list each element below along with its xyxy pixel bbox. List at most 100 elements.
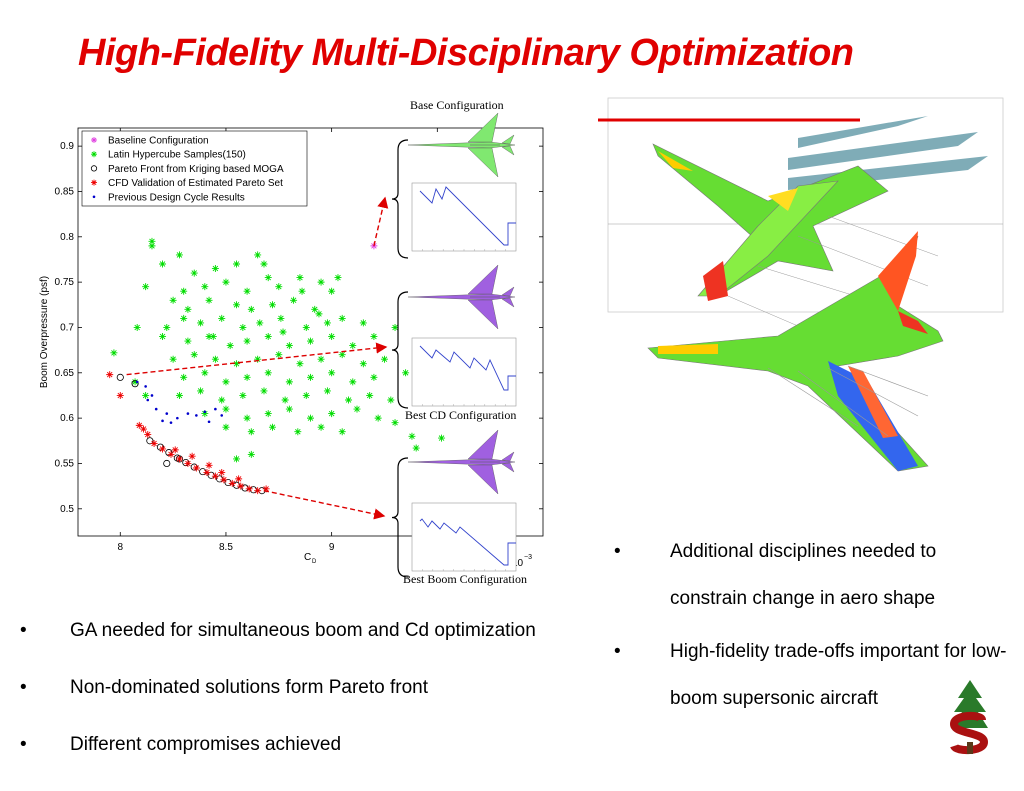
data-point <box>315 310 323 318</box>
right-bullet-list: • Additional disciplines needed to constr… <box>614 528 1014 728</box>
data-point <box>192 464 200 472</box>
data-point <box>159 333 167 341</box>
data-point <box>201 410 209 418</box>
data-point <box>307 337 314 345</box>
data-point <box>438 434 446 442</box>
data-point <box>197 319 205 327</box>
data-point <box>150 394 154 397</box>
data-point <box>142 391 150 399</box>
data-point <box>220 476 228 484</box>
data-point <box>334 274 342 282</box>
curly-brace <box>391 457 409 578</box>
data-point <box>239 391 247 399</box>
data-point <box>264 410 272 418</box>
legend-box <box>81 130 308 207</box>
data-point <box>150 440 158 448</box>
data-point <box>184 459 192 467</box>
data-point <box>186 412 190 415</box>
data-point <box>328 287 336 295</box>
data-point <box>180 314 188 322</box>
data-point <box>247 428 255 436</box>
data-point <box>106 371 114 379</box>
data-point <box>323 319 331 327</box>
legend-entry: Previous Design Cycle Results <box>108 192 245 203</box>
data-point <box>317 278 325 286</box>
data-point <box>131 380 139 388</box>
curly-brace <box>391 291 409 409</box>
data-point <box>116 373 124 381</box>
data-point <box>90 165 98 172</box>
data-point <box>338 314 346 322</box>
legend-entry: Latin Hypercube Samples(150) <box>108 150 246 161</box>
data-point <box>359 360 367 368</box>
data-point <box>268 301 276 309</box>
data-point <box>260 260 268 268</box>
svg-text:D: D <box>312 559 317 565</box>
data-point <box>338 428 346 436</box>
legend-entry: Pareto Front from Kriging based MOGA <box>108 164 284 175</box>
data-point <box>233 301 241 309</box>
page-title: High-Fidelity Multi-Disciplinary Optimiz… <box>78 32 854 74</box>
data-point <box>214 407 217 411</box>
data-point <box>235 475 243 483</box>
data-point <box>307 414 314 422</box>
data-point <box>222 278 230 286</box>
data-point <box>203 410 207 414</box>
y-tick-label: 0.7 <box>60 322 74 333</box>
data-point <box>275 283 283 291</box>
data-point <box>190 269 198 277</box>
list-item: • Additional disciplines needed to constr… <box>614 541 937 609</box>
data-point <box>366 391 374 399</box>
x-tick-label: 8 <box>117 542 123 553</box>
data-point <box>243 373 251 381</box>
data-point <box>247 450 255 458</box>
data-point <box>218 396 226 404</box>
data-point <box>298 287 306 295</box>
data-point <box>131 378 139 386</box>
data-point <box>209 333 217 341</box>
data-point <box>256 319 264 327</box>
data-point <box>302 391 310 399</box>
data-point <box>203 469 211 477</box>
data-point <box>233 360 241 368</box>
data-point <box>211 265 219 273</box>
pressure-signature-icon <box>411 182 517 252</box>
data-point <box>285 405 293 413</box>
data-point <box>408 432 416 440</box>
data-point <box>353 405 361 413</box>
data-point <box>254 251 262 259</box>
data-point <box>148 237 156 245</box>
data-point <box>180 373 188 381</box>
data-point <box>205 461 213 469</box>
data-point <box>92 195 96 199</box>
data-point <box>176 416 179 420</box>
legend: Baseline Configuration Latin Hypercube Sa… <box>81 130 308 207</box>
data-point <box>175 455 183 463</box>
data-point <box>370 373 378 381</box>
data-point <box>294 428 302 436</box>
data-point <box>349 378 357 386</box>
curly-brace <box>391 139 409 259</box>
y-tick-label: 0.85 <box>55 186 75 197</box>
data-point <box>222 405 230 413</box>
data-point <box>370 242 378 250</box>
data-point <box>228 479 236 487</box>
data-point <box>268 423 276 431</box>
data-point <box>135 380 139 384</box>
svg-text:C: C <box>304 552 311 563</box>
data-point <box>323 387 331 395</box>
pressure-signature-icon <box>411 502 517 572</box>
data-point <box>169 421 173 424</box>
data-point <box>91 137 97 143</box>
y-tick-label: 0.6 <box>60 413 74 424</box>
data-point <box>133 323 141 331</box>
data-point <box>279 328 287 336</box>
data-point <box>328 333 336 341</box>
y-tick-label: 0.55 <box>55 458 75 469</box>
data-point <box>180 287 188 295</box>
data-point <box>184 337 192 345</box>
data-point <box>116 391 124 399</box>
data-point <box>197 387 205 395</box>
data-point <box>239 323 247 331</box>
aircraft-planform-icon <box>407 112 516 178</box>
